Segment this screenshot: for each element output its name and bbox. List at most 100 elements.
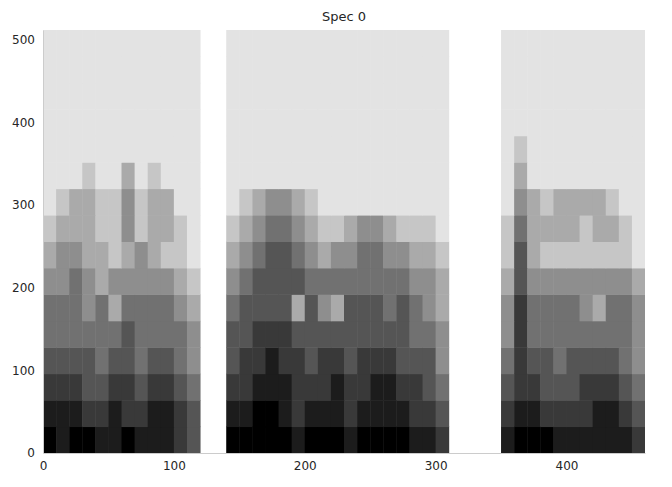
cell [252, 30, 266, 57]
cell [593, 400, 607, 427]
cell [370, 189, 384, 216]
cell [82, 56, 96, 83]
tick-label: 100 [12, 364, 35, 378]
cell [409, 242, 423, 269]
cell [436, 347, 450, 374]
cell [606, 189, 620, 216]
cell [265, 30, 279, 57]
cell [148, 400, 162, 427]
cell [108, 189, 122, 216]
cell [436, 268, 450, 295]
cell [409, 321, 423, 348]
cell [174, 109, 188, 136]
cell [292, 83, 306, 110]
cell [56, 374, 70, 401]
cell [514, 56, 528, 83]
cell [265, 136, 279, 163]
x-axis: 0100200300400 [40, 453, 646, 473]
cell [43, 189, 57, 216]
cell [527, 83, 541, 110]
cell [553, 427, 567, 453]
cell [344, 215, 358, 242]
cell [396, 427, 410, 453]
cell [501, 83, 515, 110]
cell [161, 56, 175, 83]
cell [606, 374, 620, 401]
cell [43, 30, 57, 57]
cell [135, 268, 149, 295]
cell [305, 109, 319, 136]
cell [318, 162, 332, 189]
cell [566, 30, 580, 57]
cell [423, 215, 437, 242]
tick-label: 200 [12, 281, 35, 295]
cell [318, 30, 332, 57]
cell [580, 268, 594, 295]
cell [501, 374, 515, 401]
cell [148, 268, 162, 295]
cell [553, 400, 567, 427]
cell [226, 162, 240, 189]
cell [357, 162, 371, 189]
cell [396, 242, 410, 269]
cell [122, 136, 136, 163]
cell [148, 162, 162, 189]
tick-label: 300 [12, 198, 35, 212]
cell [108, 242, 122, 269]
cell [501, 56, 515, 83]
cell [122, 268, 136, 295]
cell [161, 374, 175, 401]
cell [69, 321, 83, 348]
tick: 400 [556, 453, 579, 473]
cell [69, 347, 83, 374]
cell [122, 83, 136, 110]
cell [553, 294, 567, 321]
cell [69, 30, 83, 57]
cell [279, 268, 293, 295]
cell [370, 268, 384, 295]
cell [43, 374, 57, 401]
cell [501, 294, 515, 321]
cell [161, 321, 175, 348]
tick: 0 [27, 446, 43, 460]
cell [383, 30, 397, 57]
cell [239, 427, 253, 453]
cell [318, 294, 332, 321]
cell [69, 56, 83, 83]
cell [122, 347, 136, 374]
cell [632, 242, 645, 269]
cell [436, 30, 450, 57]
cell [69, 374, 83, 401]
cell [108, 56, 122, 83]
cell [279, 347, 293, 374]
cell [226, 347, 240, 374]
cell [396, 215, 410, 242]
cell [122, 109, 136, 136]
cell [252, 109, 266, 136]
cell [122, 374, 136, 401]
cell [135, 83, 149, 110]
cell [265, 400, 279, 427]
cell [122, 30, 136, 57]
cell [82, 83, 96, 110]
cell [370, 294, 384, 321]
cell [148, 427, 162, 453]
cell [279, 83, 293, 110]
cell [409, 189, 423, 216]
cell [566, 83, 580, 110]
cell [292, 374, 306, 401]
cell [161, 215, 175, 242]
cell [527, 321, 541, 348]
cell [396, 321, 410, 348]
cell [292, 294, 306, 321]
cell [135, 321, 149, 348]
cell [370, 400, 384, 427]
cell [632, 294, 645, 321]
cell [174, 268, 188, 295]
cell [409, 56, 423, 83]
cell [56, 294, 70, 321]
cell [174, 56, 188, 83]
cell [436, 374, 450, 401]
cell [279, 162, 293, 189]
cell [43, 56, 57, 83]
